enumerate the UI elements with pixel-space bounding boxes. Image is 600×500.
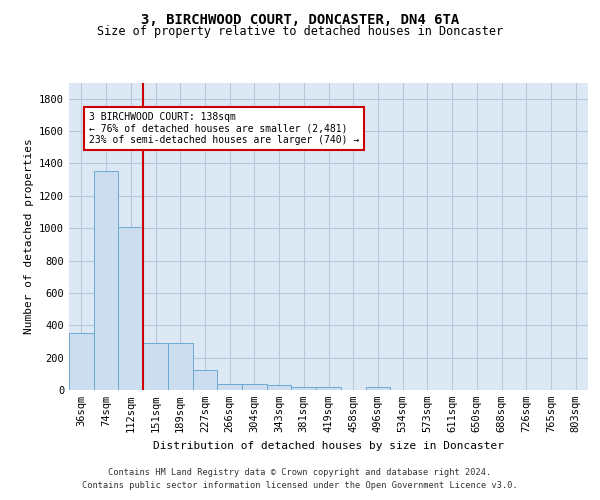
Text: 3 BIRCHWOOD COURT: 138sqm
← 76% of detached houses are smaller (2,481)
23% of se: 3 BIRCHWOOD COURT: 138sqm ← 76% of detac… <box>89 112 359 145</box>
Text: 3, BIRCHWOOD COURT, DONCASTER, DN4 6TA: 3, BIRCHWOOD COURT, DONCASTER, DN4 6TA <box>141 12 459 26</box>
X-axis label: Distribution of detached houses by size in Doncaster: Distribution of detached houses by size … <box>153 440 504 450</box>
Bar <box>118 226 143 390</box>
Bar <box>193 370 217 390</box>
Bar <box>242 384 267 390</box>
Y-axis label: Number of detached properties: Number of detached properties <box>23 138 34 334</box>
Bar <box>292 387 316 390</box>
Bar <box>168 343 193 390</box>
Bar <box>316 387 341 390</box>
Text: Contains HM Land Registry data © Crown copyright and database right 2024.: Contains HM Land Registry data © Crown c… <box>109 468 491 477</box>
Bar <box>365 387 390 390</box>
Bar <box>94 170 118 390</box>
Text: Size of property relative to detached houses in Doncaster: Size of property relative to detached ho… <box>97 25 503 38</box>
Bar <box>69 332 94 390</box>
Bar <box>217 384 242 390</box>
Bar <box>267 385 292 390</box>
Bar <box>143 343 168 390</box>
Text: Contains public sector information licensed under the Open Government Licence v3: Contains public sector information licen… <box>82 480 518 490</box>
